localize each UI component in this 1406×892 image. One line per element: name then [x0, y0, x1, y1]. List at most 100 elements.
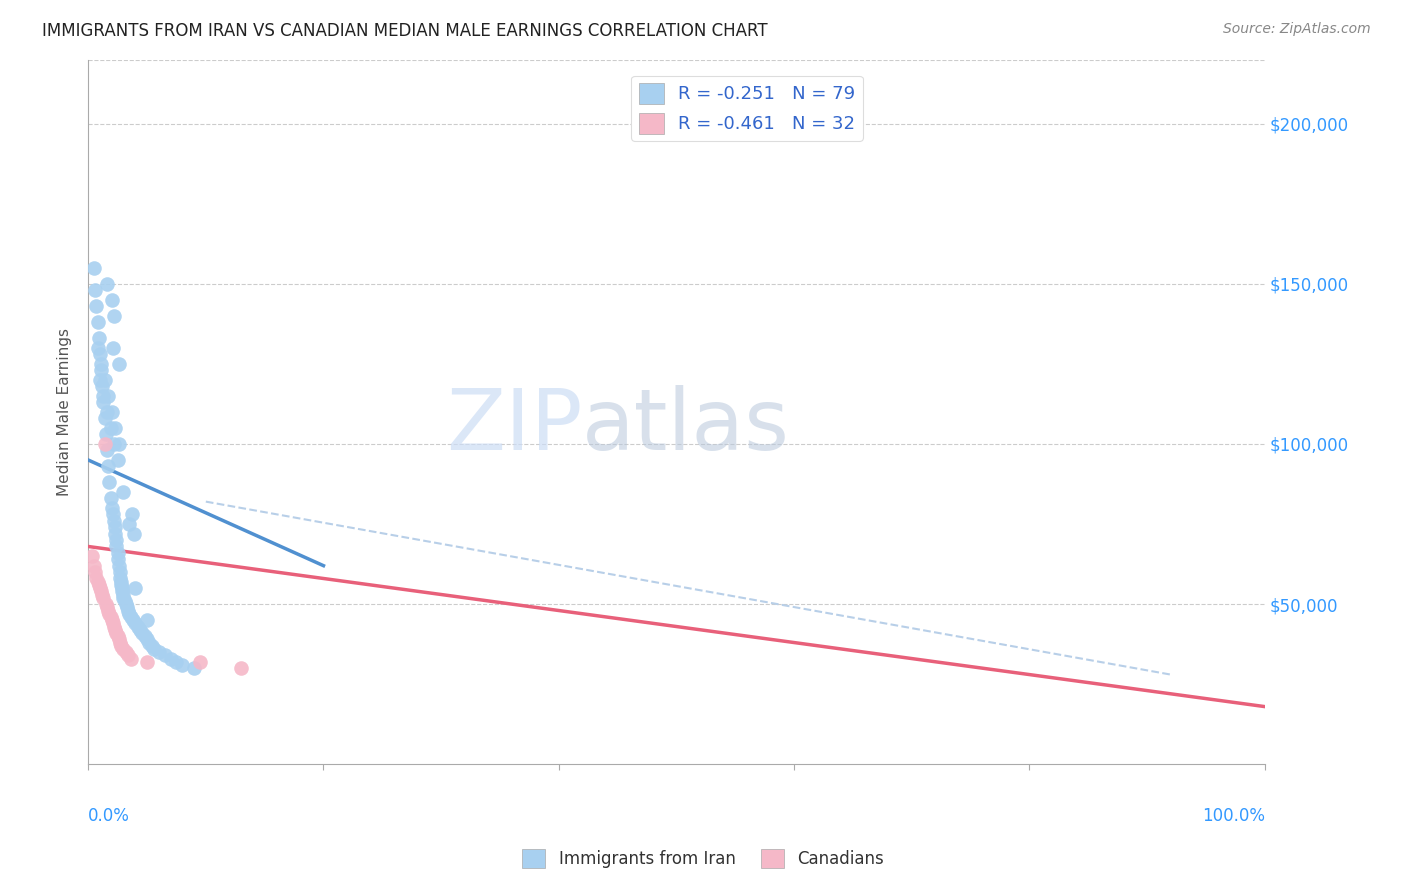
Text: Source: ZipAtlas.com: Source: ZipAtlas.com	[1223, 22, 1371, 37]
Y-axis label: Median Male Earnings: Median Male Earnings	[58, 328, 72, 496]
Point	[96, 405, 118, 419]
Point	[115, 600, 138, 615]
Point	[91, 379, 114, 393]
Point	[90, 363, 112, 377]
Point	[86, 315, 108, 329]
Point	[104, 520, 127, 534]
Point	[93, 591, 115, 605]
Point	[93, 411, 115, 425]
Legend: R = -0.251   N = 79, R = -0.461   N = 32: R = -0.251 N = 79, R = -0.461 N = 32	[631, 76, 863, 141]
Point	[89, 347, 111, 361]
Point	[107, 552, 129, 566]
Point	[103, 619, 125, 633]
Point	[112, 485, 135, 500]
Point	[121, 613, 143, 627]
Point	[105, 533, 128, 547]
Point	[112, 642, 135, 657]
Point	[104, 421, 127, 435]
Point	[103, 437, 125, 451]
Point	[100, 613, 122, 627]
Point	[98, 475, 121, 490]
Point	[101, 341, 124, 355]
Text: atlas: atlas	[582, 384, 790, 467]
Point	[165, 655, 187, 669]
Point	[96, 277, 118, 291]
Point	[94, 427, 117, 442]
Point	[97, 389, 120, 403]
Point	[153, 648, 176, 663]
Point	[100, 421, 122, 435]
Point	[111, 581, 134, 595]
Point	[104, 623, 127, 637]
Point	[87, 331, 110, 345]
Point	[136, 613, 159, 627]
Point	[80, 549, 103, 563]
Point	[105, 540, 128, 554]
Point	[121, 508, 143, 522]
Point	[148, 645, 170, 659]
Point	[107, 629, 129, 643]
Point	[183, 661, 205, 675]
Point	[96, 600, 118, 615]
Point	[100, 501, 122, 516]
Point	[134, 629, 156, 643]
Point	[131, 626, 153, 640]
Point	[124, 616, 146, 631]
Point	[107, 453, 129, 467]
Point	[122, 526, 145, 541]
Point	[124, 581, 146, 595]
Point	[112, 591, 135, 605]
Point	[138, 635, 160, 649]
Point	[127, 619, 149, 633]
Point	[172, 657, 194, 672]
Point	[114, 594, 136, 608]
Point	[110, 639, 132, 653]
Text: IMMIGRANTS FROM IRAN VS CANADIAN MEDIAN MALE EARNINGS CORRELATION CHART: IMMIGRANTS FROM IRAN VS CANADIAN MEDIAN …	[42, 22, 768, 40]
Point	[120, 610, 142, 624]
Point	[84, 565, 107, 579]
Point	[120, 651, 142, 665]
Point	[84, 283, 107, 297]
Point	[103, 309, 125, 323]
Point	[91, 587, 114, 601]
Point	[136, 655, 159, 669]
Point	[86, 572, 108, 586]
Point	[118, 607, 141, 621]
Point	[229, 661, 252, 675]
Point	[87, 578, 110, 592]
Point	[188, 655, 211, 669]
Point	[108, 572, 131, 586]
Point	[93, 373, 115, 387]
Point	[83, 260, 105, 275]
Point	[104, 526, 127, 541]
Text: ZIP: ZIP	[446, 384, 582, 467]
Point	[105, 626, 128, 640]
Point	[114, 597, 136, 611]
Point	[90, 357, 112, 371]
Point	[89, 581, 111, 595]
Point	[118, 516, 141, 531]
Point	[114, 645, 136, 659]
Point	[159, 651, 181, 665]
Point	[93, 395, 115, 409]
Point	[89, 373, 111, 387]
Point	[107, 632, 129, 647]
Point	[107, 558, 129, 573]
Point	[93, 437, 115, 451]
Point	[112, 587, 135, 601]
Point	[108, 635, 131, 649]
Point	[107, 546, 129, 560]
Point	[110, 578, 132, 592]
Point	[103, 514, 125, 528]
Text: 0.0%: 0.0%	[89, 806, 129, 824]
Point	[141, 639, 163, 653]
Point	[83, 558, 105, 573]
Point	[94, 597, 117, 611]
Point	[101, 616, 124, 631]
Legend: Immigrants from Iran, Canadians: Immigrants from Iran, Canadians	[516, 842, 890, 875]
Point	[98, 607, 121, 621]
Point	[107, 437, 129, 451]
Point	[100, 610, 122, 624]
Point	[129, 623, 152, 637]
Point	[107, 357, 129, 371]
